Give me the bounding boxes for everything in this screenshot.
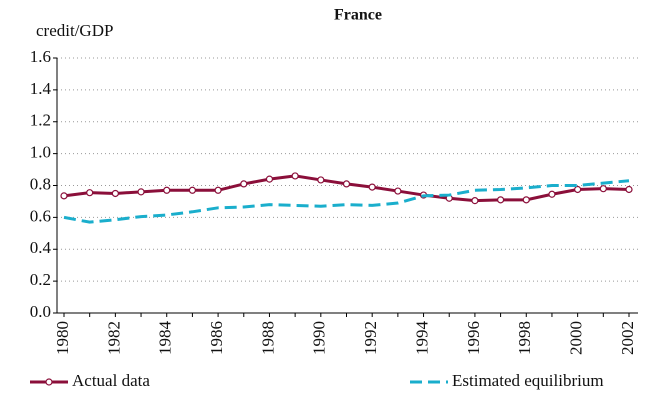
data-point: [599, 185, 607, 193]
y-tick-label: 0.0: [30, 302, 51, 321]
x-tick-label: 1994: [412, 321, 431, 356]
y-tick-label: 0.2: [30, 270, 51, 289]
data-point: [240, 180, 248, 188]
y-tick-label: 1.6: [30, 47, 51, 66]
data-point: [265, 175, 274, 183]
x-tick-label: 1986: [207, 321, 226, 355]
data-point: [291, 172, 299, 180]
y-tick-label: 1.2: [30, 111, 51, 130]
data-point: [111, 189, 119, 198]
data-point: [317, 176, 325, 184]
data-point: [163, 186, 171, 194]
y-tick-label: 1.0: [30, 143, 51, 162]
x-tick-label: 1998: [515, 321, 534, 355]
y-tick-label: 0.6: [30, 206, 51, 225]
x-tick-label: 1984: [156, 321, 175, 356]
data-point: [548, 190, 556, 198]
legend-marker: [45, 378, 53, 386]
y-tick-label: 1.4: [30, 79, 52, 98]
data-point: [188, 186, 197, 194]
data-point: [394, 187, 402, 195]
data-point: [574, 185, 582, 194]
data-point: [368, 183, 376, 191]
y-tick-label: 0.8: [30, 174, 51, 193]
series-line: [63, 179, 630, 224]
legend-label: Estimated equilibrium: [452, 371, 604, 390]
data-point: [60, 192, 68, 200]
data-point: [625, 185, 633, 194]
x-tick-label: 1988: [258, 321, 277, 355]
data-point: [214, 186, 222, 194]
legend-label: Actual data: [72, 371, 150, 390]
x-tick-label: 1980: [53, 321, 72, 355]
x-tick-label: 1990: [310, 321, 329, 355]
data-point: [342, 180, 351, 188]
y-axis-label: credit/GDP: [36, 21, 113, 40]
x-tick-label: 1996: [464, 321, 483, 355]
x-tick-label: 2002: [618, 321, 637, 355]
data-point: [471, 197, 479, 205]
series-line: [63, 174, 630, 203]
y-tick-label: 0.4: [30, 238, 52, 257]
x-tick-label: 2000: [567, 321, 586, 355]
data-point: [496, 196, 505, 204]
chart-title: France: [334, 7, 382, 24]
data-point: [522, 196, 530, 204]
data-point: [86, 189, 94, 197]
data-point: [137, 188, 145, 196]
x-tick-label: 1982: [104, 321, 123, 355]
x-tick-label: 1992: [361, 321, 380, 355]
